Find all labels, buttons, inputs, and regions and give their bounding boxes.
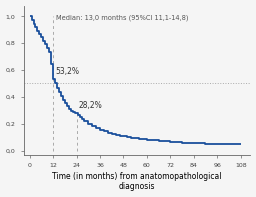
- Text: 28,2%: 28,2%: [79, 101, 102, 110]
- X-axis label: Time (in months) from anatomopathological
diagnosis: Time (in months) from anatomopathologica…: [52, 172, 222, 191]
- Text: Median: 13,0 months (95%CI 11,1-14,8): Median: 13,0 months (95%CI 11,1-14,8): [56, 15, 188, 21]
- Text: 53,2%: 53,2%: [55, 67, 79, 76]
